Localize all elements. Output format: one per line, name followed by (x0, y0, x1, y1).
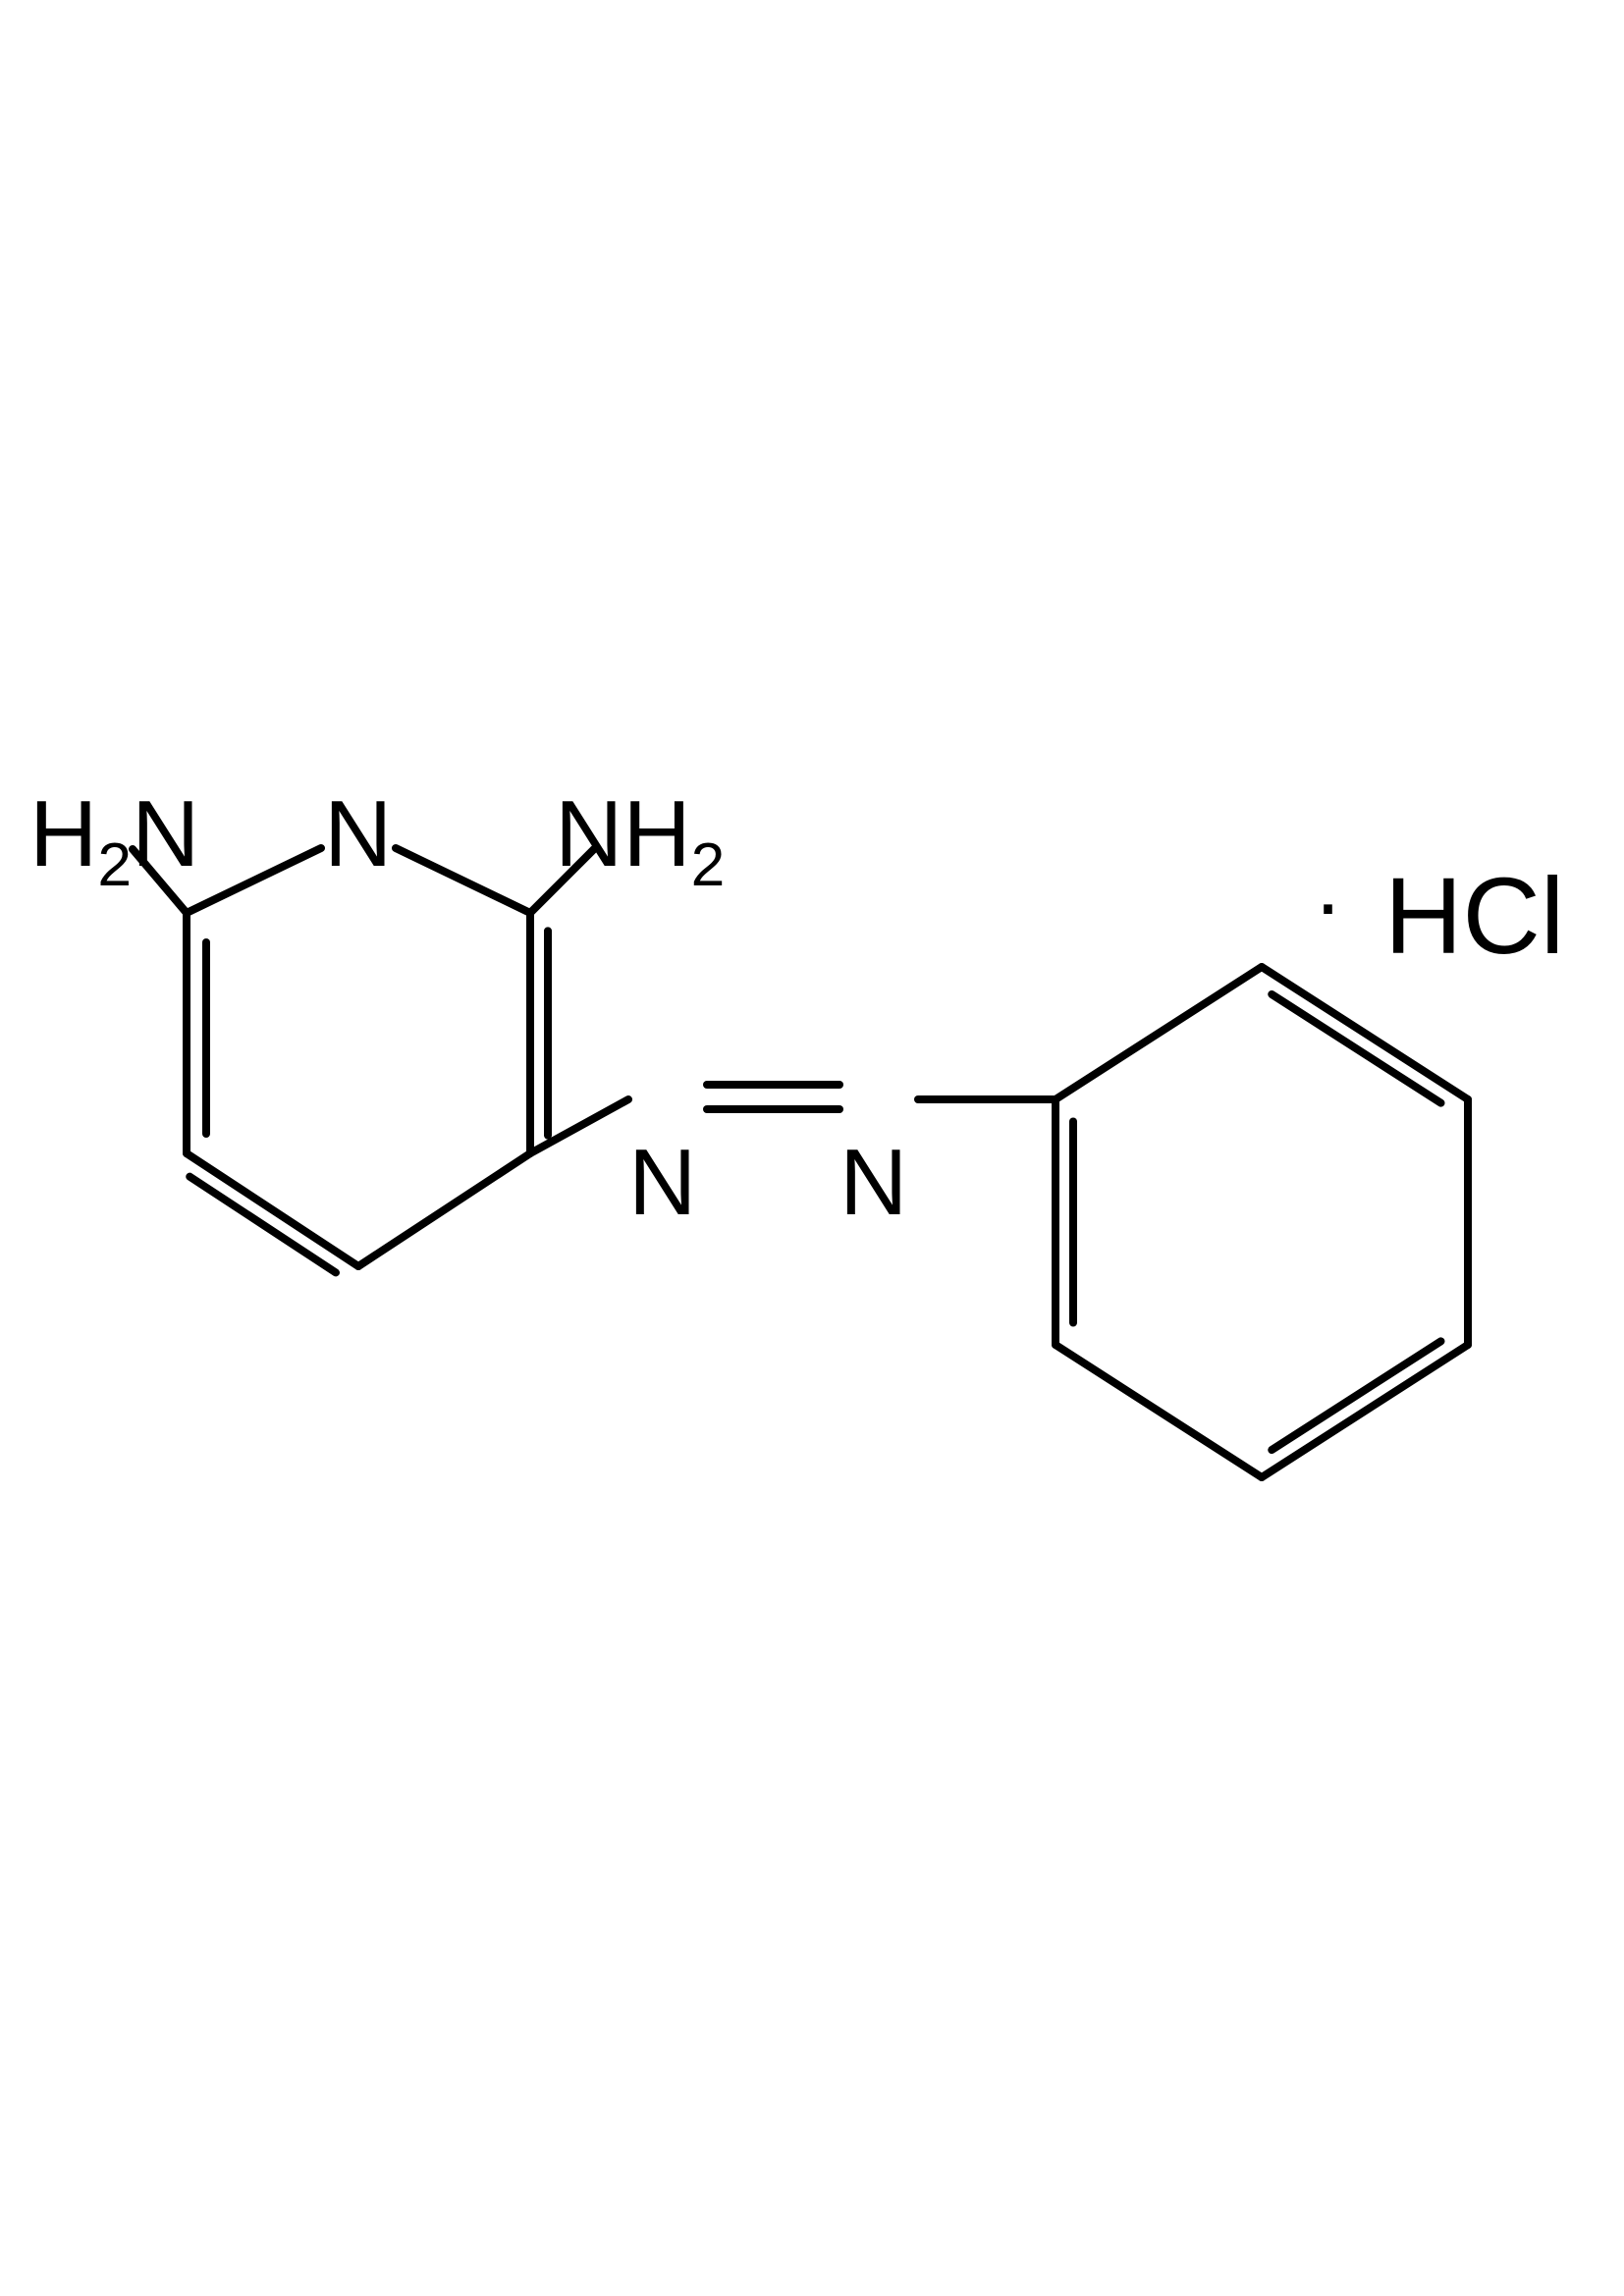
benzene-1-2 (1262, 967, 1468, 1099)
benzene-1-2-inner (1272, 994, 1440, 1103)
pyridine-n1-c2 (396, 848, 530, 913)
benzene-0-1 (1056, 967, 1262, 1099)
atom-label-n_azo_right: N (839, 1129, 907, 1237)
atom-label-nh2_right: NH2 (555, 780, 725, 900)
pyridine-c4-c5-inner (189, 1177, 336, 1273)
pyridine-c4-c5 (187, 1153, 358, 1266)
atom-label-n_azo_left: N (628, 1129, 696, 1237)
pyridine-c6-n1 (187, 848, 321, 913)
pyridine-c3-c4 (358, 1153, 530, 1266)
atom-label-dot: . (1316, 834, 1340, 935)
atom-label-h2n_left: H2N (29, 780, 199, 900)
benzene-3-4-inner (1272, 1341, 1440, 1450)
atom-label-n_top: N (324, 780, 392, 888)
atom-label-hcl: HCl (1384, 854, 1564, 979)
molecule-diagram (0, 0, 1624, 2296)
benzene-4-5 (1056, 1345, 1262, 1477)
benzene-3-4 (1262, 1345, 1468, 1477)
